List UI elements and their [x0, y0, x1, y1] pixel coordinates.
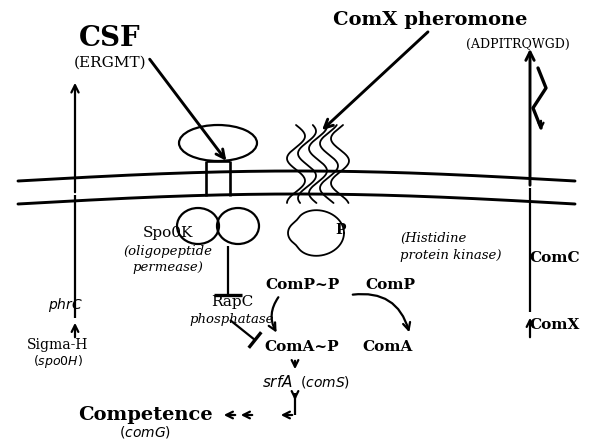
- Text: $\mathit{phrC}$: $\mathit{phrC}$: [47, 296, 82, 314]
- Text: ComA~P: ComA~P: [264, 340, 339, 354]
- Text: protein kinase): protein kinase): [400, 249, 502, 261]
- Text: CSF: CSF: [79, 24, 141, 51]
- Text: P: P: [336, 223, 346, 237]
- Text: $\mathit{srfA}$: $\mathit{srfA}$: [262, 374, 293, 390]
- Text: ComC: ComC: [530, 251, 581, 265]
- Text: (Histidine: (Histidine: [400, 232, 466, 245]
- Text: ComX pheromone: ComX pheromone: [333, 11, 527, 29]
- Text: (oligopeptide: (oligopeptide: [123, 245, 212, 259]
- Text: (ERGMT): (ERGMT): [74, 56, 146, 70]
- Text: $\mathit{(comS)}$: $\mathit{(comS)}$: [300, 374, 350, 390]
- Text: RapC: RapC: [211, 295, 253, 309]
- Text: ComP~P: ComP~P: [265, 278, 339, 292]
- Text: $\mathit{(spo0H)}$: $\mathit{(spo0H)}$: [33, 353, 83, 369]
- Text: ComX: ComX: [530, 318, 580, 332]
- Text: (ADPITRQWGD): (ADPITRQWGD): [466, 38, 570, 51]
- Text: ComA: ComA: [363, 340, 413, 354]
- Text: Spo0K: Spo0K: [143, 226, 193, 240]
- Text: permease): permease): [133, 261, 203, 275]
- Text: Sigma-H: Sigma-H: [27, 338, 89, 352]
- Text: phosphatase: phosphatase: [190, 312, 274, 326]
- Text: Competence: Competence: [78, 406, 212, 424]
- Text: ComP: ComP: [365, 278, 415, 292]
- Text: $\mathit{(comG)}$: $\mathit{(comG)}$: [119, 424, 171, 440]
